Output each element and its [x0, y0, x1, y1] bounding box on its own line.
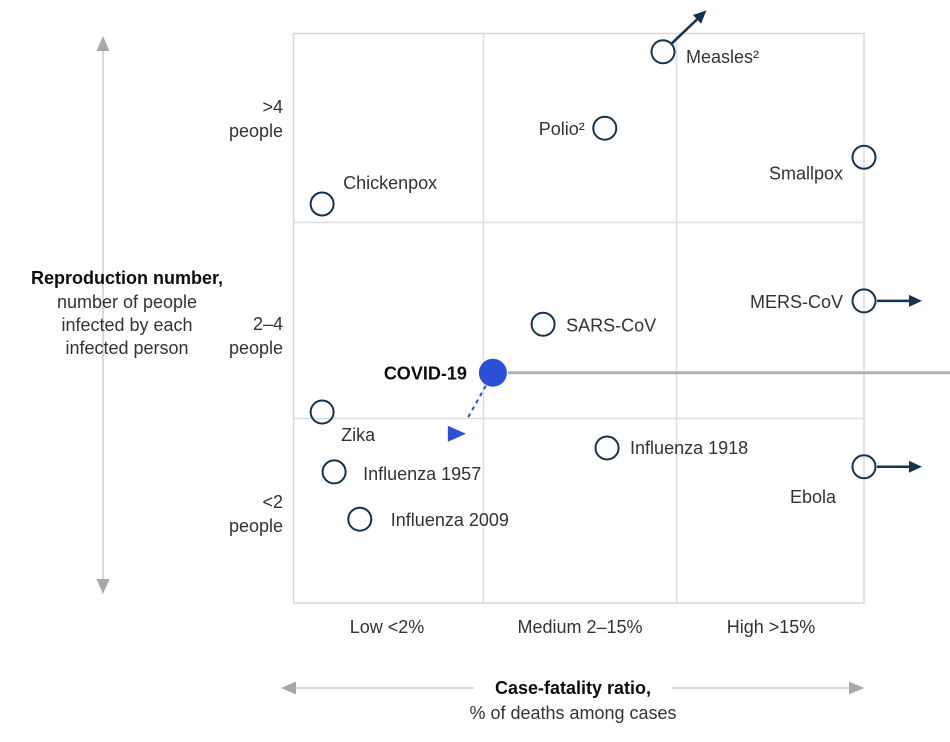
y-tick-2-4: 2–4 people: [163, 312, 283, 360]
point-label-sars-cov: SARS-CoV: [566, 315, 656, 335]
marker-open-sars-cov: [530, 311, 556, 337]
point-label-influenza-1957: Influenza 1957: [363, 464, 481, 484]
y-axis-arrow: [96, 36, 110, 594]
point-influenza-1918: Influenza 1918: [594, 435, 748, 461]
plot-grid: [292, 32, 865, 604]
point-label-measles: Measles²: [686, 47, 759, 67]
marker-open-mers-cov: [851, 288, 877, 314]
marker-open-chickenpox: [309, 191, 335, 217]
marker-open-smallpox: [851, 144, 877, 170]
point-label-mers-cov: MERS-CoV: [750, 292, 843, 312]
points-layer: Measles² Polio² Smallpox Chickenpox MERS-CoV…: [309, 10, 950, 532]
x-axis-arrow-left-icon: [281, 681, 296, 695]
marker-open-influenza-2009: [347, 506, 373, 532]
point-label-covid-19: COVID-19: [384, 364, 467, 384]
y-tick-lt2-line-2: people: [228, 516, 283, 536]
plot-border: [292, 32, 865, 604]
marker-open-influenza-1957: [321, 459, 347, 485]
y-tick-2-4-line-2: people: [228, 338, 283, 358]
y-tick-lt2: <2 people: [163, 490, 283, 538]
y-axis-subtitle-line-3: infected person: [65, 338, 189, 358]
marker-filled-covid-19: [478, 358, 507, 387]
y-axis-subtitle-line-2: infected by each: [61, 315, 193, 335]
point-chickenpox: Chickenpox: [309, 173, 437, 217]
offchart-arrowhead-icon-measles: [692, 10, 707, 24]
offchart-arrowhead-icon-ebola: [909, 460, 922, 473]
point-label-ebola: Ebola: [790, 487, 837, 507]
y-tick-gt4: >4 people: [163, 95, 283, 143]
point-measles: Measles²: [650, 10, 759, 67]
point-polio: Polio²: [539, 115, 618, 141]
point-label-smallpox: Smallpox: [769, 163, 843, 183]
offchart-arrow-line-measles: [671, 18, 698, 45]
point-label-chickenpox: Chickenpox: [343, 173, 437, 193]
point-smallpox: Smallpox: [769, 144, 877, 183]
y-axis-title: Reproduction number,: [30, 268, 223, 288]
x-axis-arrow-right-icon: [849, 681, 864, 695]
x-axis-arrow: [281, 681, 864, 695]
y-axis-subtitle-line-1: number of people: [56, 292, 198, 312]
x-tick-low: Low <2%: [349, 617, 425, 637]
trajectory-dashed-line: [466, 385, 487, 419]
y-tick-gt4-line-1: >4: [262, 97, 283, 117]
y-tick-lt2-line-1: <2: [262, 492, 283, 512]
point-label-influenza-2009: Influenza 2009: [391, 510, 509, 530]
marker-open-zika: [309, 399, 335, 425]
marker-open-measles: [650, 39, 676, 65]
point-sars-cov: SARS-CoV: [530, 311, 656, 337]
x-tick-high: High >15%: [726, 617, 816, 637]
point-zika: Zika: [309, 399, 376, 445]
trajectory-arrowhead-icon: [447, 425, 466, 442]
point-label-influenza-1918: Influenza 1918: [630, 438, 748, 458]
y-axis-arrow-down-icon: [96, 579, 110, 594]
x-tick-medium: Medium 2–15%: [517, 617, 643, 637]
point-label-zika: Zika: [341, 425, 376, 445]
point-label-polio: Polio²: [539, 119, 585, 139]
marker-open-ebola: [851, 454, 877, 480]
y-tick-2-4-line-1: 2–4: [252, 314, 283, 334]
point-influenza-2009: Influenza 2009: [347, 506, 509, 532]
x-axis-title: Case-fatality ratio,: [494, 678, 652, 698]
y-axis-arrow-up-icon: [96, 36, 110, 51]
offchart-arrowhead-icon-mers-cov: [909, 294, 922, 307]
x-axis-subtitle: % of deaths among cases: [469, 703, 677, 723]
marker-open-polio: [592, 115, 618, 141]
point-influenza-1957: Influenza 1957: [321, 459, 481, 485]
marker-open-influenza-1918: [594, 435, 620, 461]
point-covid-19: COVID-19: [384, 358, 950, 442]
point-ebola: Ebola: [790, 454, 922, 507]
point-mers-cov: MERS-CoV: [750, 288, 922, 314]
y-tick-gt4-line-2: people: [228, 121, 283, 141]
